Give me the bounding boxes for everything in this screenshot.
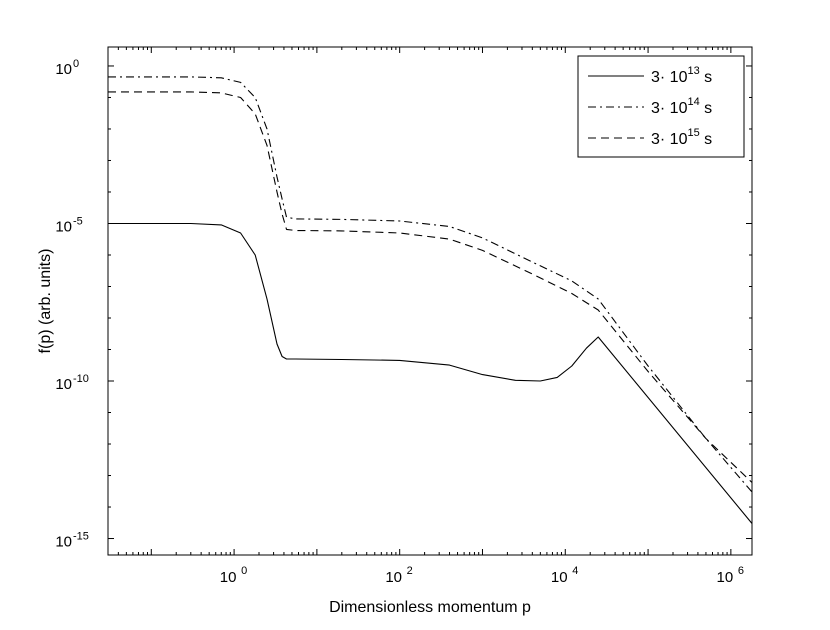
legend-label-3: 3· 1015 s <box>651 127 712 148</box>
x-axis-title: Dimensionless momentum p <box>329 599 531 616</box>
x-tick-label-3: 10 <box>551 569 568 586</box>
y-tick-exponent-4: -15 <box>73 531 89 543</box>
x-tick-label-1: 10 <box>220 569 237 586</box>
legend: 3· 1013 s 3· 1014 s 3· 1015 s <box>577 55 745 158</box>
y-tick-exponent-1: 0 <box>73 58 79 70</box>
x-tick-exponent-4: 6 <box>738 565 744 577</box>
series-layer <box>108 76 752 524</box>
plot-frame <box>107 46 753 556</box>
x-tick-label-2: 10 <box>385 569 402 586</box>
x-tick-exponent-1: 0 <box>241 565 247 577</box>
y-tick-label-4: 10 <box>55 534 72 551</box>
legend-label-1: 3· 1013 s <box>651 65 712 86</box>
y-tick-label-2: 10 <box>55 218 72 235</box>
y-tick-exponent-3: -10 <box>73 373 89 385</box>
x-tick-label-4: 10 <box>717 569 734 586</box>
y-axis-title: f(p) (arb. units) <box>37 249 54 354</box>
series-line-1 <box>108 222 752 524</box>
legend-box <box>577 55 745 158</box>
x-tick-exponent-2: 2 <box>407 565 413 577</box>
legend-label-2: 3· 1014 s <box>651 96 712 117</box>
series-line-3 <box>108 91 752 483</box>
series-line-2 <box>108 76 752 493</box>
y-tick-exponent-2: -5 <box>73 215 83 227</box>
x-tick-exponent-3: 4 <box>572 565 578 577</box>
y-tick-label-1: 10 <box>55 61 72 78</box>
y-tick-label-3: 10 <box>55 376 72 393</box>
